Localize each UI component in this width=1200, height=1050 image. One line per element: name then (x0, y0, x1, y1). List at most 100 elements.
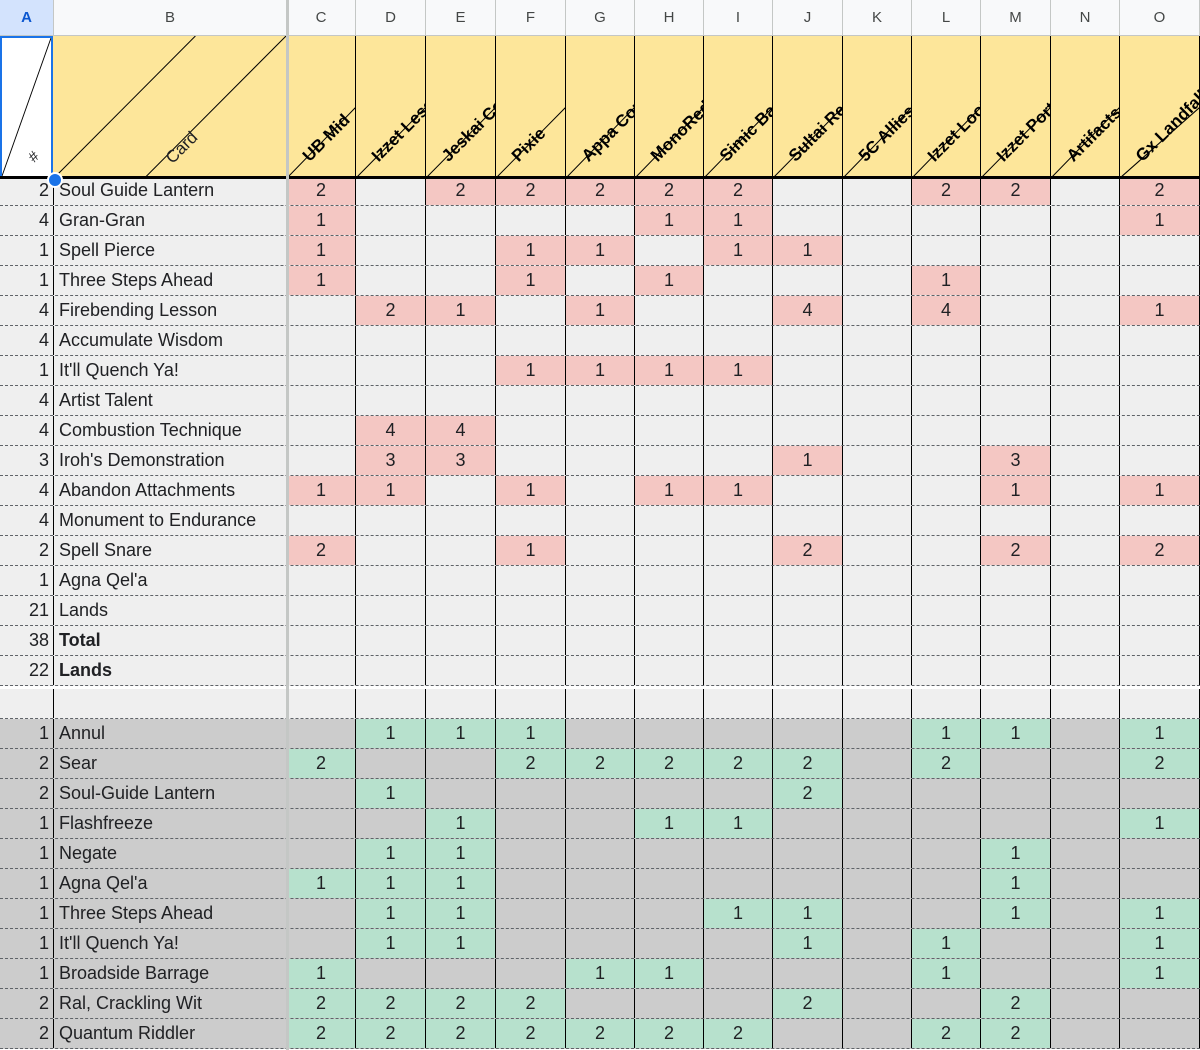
deck-count-cell[interactable] (287, 326, 356, 355)
deck-count-cell[interactable]: 1 (1120, 899, 1200, 928)
deck-count-cell[interactable] (1051, 386, 1120, 415)
deck-count-cell[interactable]: 1 (287, 236, 356, 265)
deck-count-cell[interactable]: 1 (496, 266, 566, 295)
deck-count-cell[interactable] (843, 899, 912, 928)
deck-count-cell[interactable] (566, 476, 635, 505)
deck-count-cell[interactable] (1051, 476, 1120, 505)
count-cell[interactable]: 1 (0, 839, 54, 868)
deck-count-cell[interactable] (356, 959, 426, 988)
deck-count-cell[interactable] (496, 386, 566, 415)
deck-count-cell[interactable] (566, 809, 635, 838)
deck-count-cell[interactable]: 3 (426, 446, 496, 475)
deck-count-cell[interactable] (566, 626, 635, 655)
column-header-l[interactable]: L (912, 0, 981, 36)
deck-count-cell[interactable] (287, 809, 356, 838)
deck-count-cell[interactable] (1051, 236, 1120, 265)
deck-count-cell[interactable] (981, 416, 1051, 445)
deck-count-cell[interactable] (356, 656, 426, 685)
column-header-d[interactable]: D (356, 0, 426, 36)
deck-count-cell[interactable] (1120, 869, 1200, 898)
deck-count-cell[interactable] (635, 719, 704, 748)
deck-count-cell[interactable] (1051, 749, 1120, 778)
deck-count-cell[interactable] (1120, 656, 1200, 685)
deck-count-cell[interactable]: 1 (496, 719, 566, 748)
deck-count-cell[interactable] (635, 779, 704, 808)
deck-count-cell[interactable]: 1 (566, 959, 635, 988)
deck-count-cell[interactable] (704, 536, 773, 565)
deck-count-cell[interactable]: 2 (773, 779, 843, 808)
count-cell[interactable]: 1 (0, 899, 54, 928)
deck-count-cell[interactable] (704, 959, 773, 988)
deck-count-cell[interactable] (773, 356, 843, 385)
deck-count-cell[interactable]: 1 (496, 476, 566, 505)
deck-count-cell[interactable]: 2 (773, 989, 843, 1018)
deck-count-cell[interactable] (704, 929, 773, 958)
deck-count-cell[interactable] (566, 386, 635, 415)
deck-count-cell[interactable] (1120, 266, 1200, 295)
column-header-o[interactable]: O (1120, 0, 1200, 36)
deck-count-cell[interactable]: 1 (704, 899, 773, 928)
deck-count-cell[interactable]: 2 (566, 1019, 635, 1048)
deck-count-cell[interactable] (704, 869, 773, 898)
deck-count-cell[interactable] (566, 566, 635, 595)
deck-count-cell[interactable] (912, 839, 981, 868)
deck-count-cell[interactable] (843, 236, 912, 265)
card-name-cell[interactable]: Flashfreeze (54, 809, 287, 838)
empty-cell[interactable] (287, 689, 356, 718)
column-header-m[interactable]: M (981, 0, 1051, 36)
deck-count-cell[interactable] (356, 626, 426, 655)
deck-count-cell[interactable]: 1 (496, 236, 566, 265)
deck-count-cell[interactable]: 1 (635, 959, 704, 988)
deck-count-cell[interactable]: 1 (356, 899, 426, 928)
count-cell[interactable]: 2 (0, 1019, 54, 1048)
deck-count-cell[interactable]: 2 (356, 296, 426, 325)
deck-count-cell[interactable] (843, 206, 912, 235)
deck-count-cell[interactable] (356, 596, 426, 625)
card-name-cell[interactable]: It'll Quench Ya! (54, 356, 287, 385)
deck-count-cell[interactable] (773, 839, 843, 868)
deck-count-cell[interactable]: 1 (635, 266, 704, 295)
deck-count-cell[interactable] (1051, 899, 1120, 928)
deck-count-cell[interactable] (287, 506, 356, 535)
deck-count-cell[interactable]: 2 (704, 1019, 773, 1048)
deck-count-cell[interactable]: 2 (287, 176, 356, 205)
deck-count-cell[interactable] (287, 656, 356, 685)
deck-count-cell[interactable] (356, 749, 426, 778)
deck-count-cell[interactable] (496, 656, 566, 685)
empty-cell[interactable] (912, 689, 981, 718)
deck-count-cell[interactable]: 1 (1120, 296, 1200, 325)
deck-count-cell[interactable] (426, 779, 496, 808)
deck-count-cell[interactable] (1051, 959, 1120, 988)
deck-count-cell[interactable] (635, 416, 704, 445)
card-name-cell[interactable]: Total (54, 626, 287, 655)
deck-count-cell[interactable]: 4 (773, 296, 843, 325)
deck-count-cell[interactable] (773, 719, 843, 748)
deck-count-cell[interactable]: 1 (635, 476, 704, 505)
deck-count-cell[interactable] (356, 206, 426, 235)
column-header-n[interactable]: N (1051, 0, 1120, 36)
deck-count-cell[interactable] (287, 899, 356, 928)
deck-count-cell[interactable] (843, 476, 912, 505)
deck-count-cell[interactable] (635, 869, 704, 898)
deck-count-cell[interactable] (843, 296, 912, 325)
deck-count-cell[interactable]: 1 (704, 236, 773, 265)
deck-count-cell[interactable]: 2 (1120, 536, 1200, 565)
deck-count-cell[interactable]: 1 (1120, 929, 1200, 958)
deck-count-cell[interactable] (635, 626, 704, 655)
deck-count-cell[interactable] (981, 356, 1051, 385)
deck-count-cell[interactable] (704, 566, 773, 595)
empty-cell[interactable] (635, 689, 704, 718)
deck-count-cell[interactable] (1120, 596, 1200, 625)
deck-count-cell[interactable] (1120, 989, 1200, 1018)
deck-count-cell[interactable] (426, 506, 496, 535)
deck-count-cell[interactable] (1051, 446, 1120, 475)
deck-count-cell[interactable] (1051, 506, 1120, 535)
deck-count-cell[interactable]: 2 (496, 1019, 566, 1048)
card-name-cell[interactable]: Combustion Technique (54, 416, 287, 445)
deck-count-cell[interactable] (1051, 869, 1120, 898)
count-cell[interactable]: 4 (0, 506, 54, 535)
deck-count-cell[interactable] (1051, 779, 1120, 808)
deck-count-cell[interactable] (1120, 506, 1200, 535)
deck-count-cell[interactable]: 1 (704, 206, 773, 235)
